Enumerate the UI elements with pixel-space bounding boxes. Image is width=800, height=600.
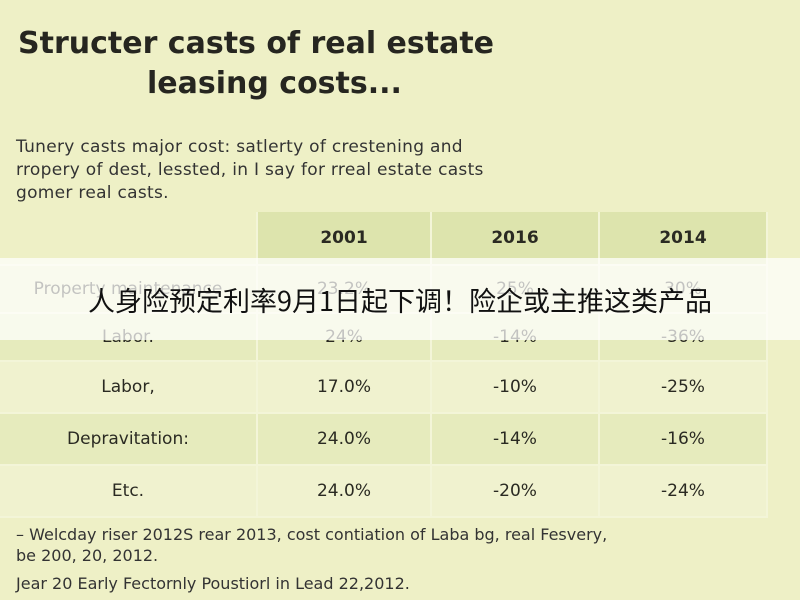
value-cell: -25% [600,362,768,414]
value-cell: 24.0% [258,414,432,466]
header-cell: 2014 [600,212,768,266]
header-cell: 2001 [258,212,432,266]
row-label: Etc. [0,466,258,518]
table-row: Labor, 17.0% -10% -25% [0,362,768,414]
intro-line: rropery of dest, lessted, in I say for r… [16,160,484,180]
value-cell: 24.0% [258,466,432,518]
value-cell: -24% [600,466,768,518]
title-line: Structer casts of real estate [18,26,495,61]
title-line: leasing costs... [147,66,402,101]
value-cell: 17.0% [258,362,432,414]
note-line: – Welcday riser 2012S rear 2013, cost co… [16,525,608,544]
news-banner: 人身险预定利率9月1日起下调！险企或主推这类产品 [0,258,800,340]
table-row: Depravitation: 24.0% -14% -16% [0,414,768,466]
header-cell: 2016 [432,212,600,266]
value-cell: -16% [600,414,768,466]
value-cell: -14% [432,414,600,466]
intro-line: Tunery casts major cost: satlerty of cre… [16,137,463,157]
intro-line: gomer real casts. [16,183,169,203]
header-row: 2001 2016 2014 [0,212,768,266]
value-cell: -20% [432,466,600,518]
table-row: Etc. 24.0% -20% -24% [0,466,768,518]
row-label: Labor, [0,362,258,414]
note-line: be 200, 20, 2012. [16,546,159,565]
row-label: Depravitation: [0,414,258,466]
value-cell: -10% [432,362,600,414]
note-line: Jear 20 Early Fectornly Poustiorl in Lea… [16,574,410,593]
